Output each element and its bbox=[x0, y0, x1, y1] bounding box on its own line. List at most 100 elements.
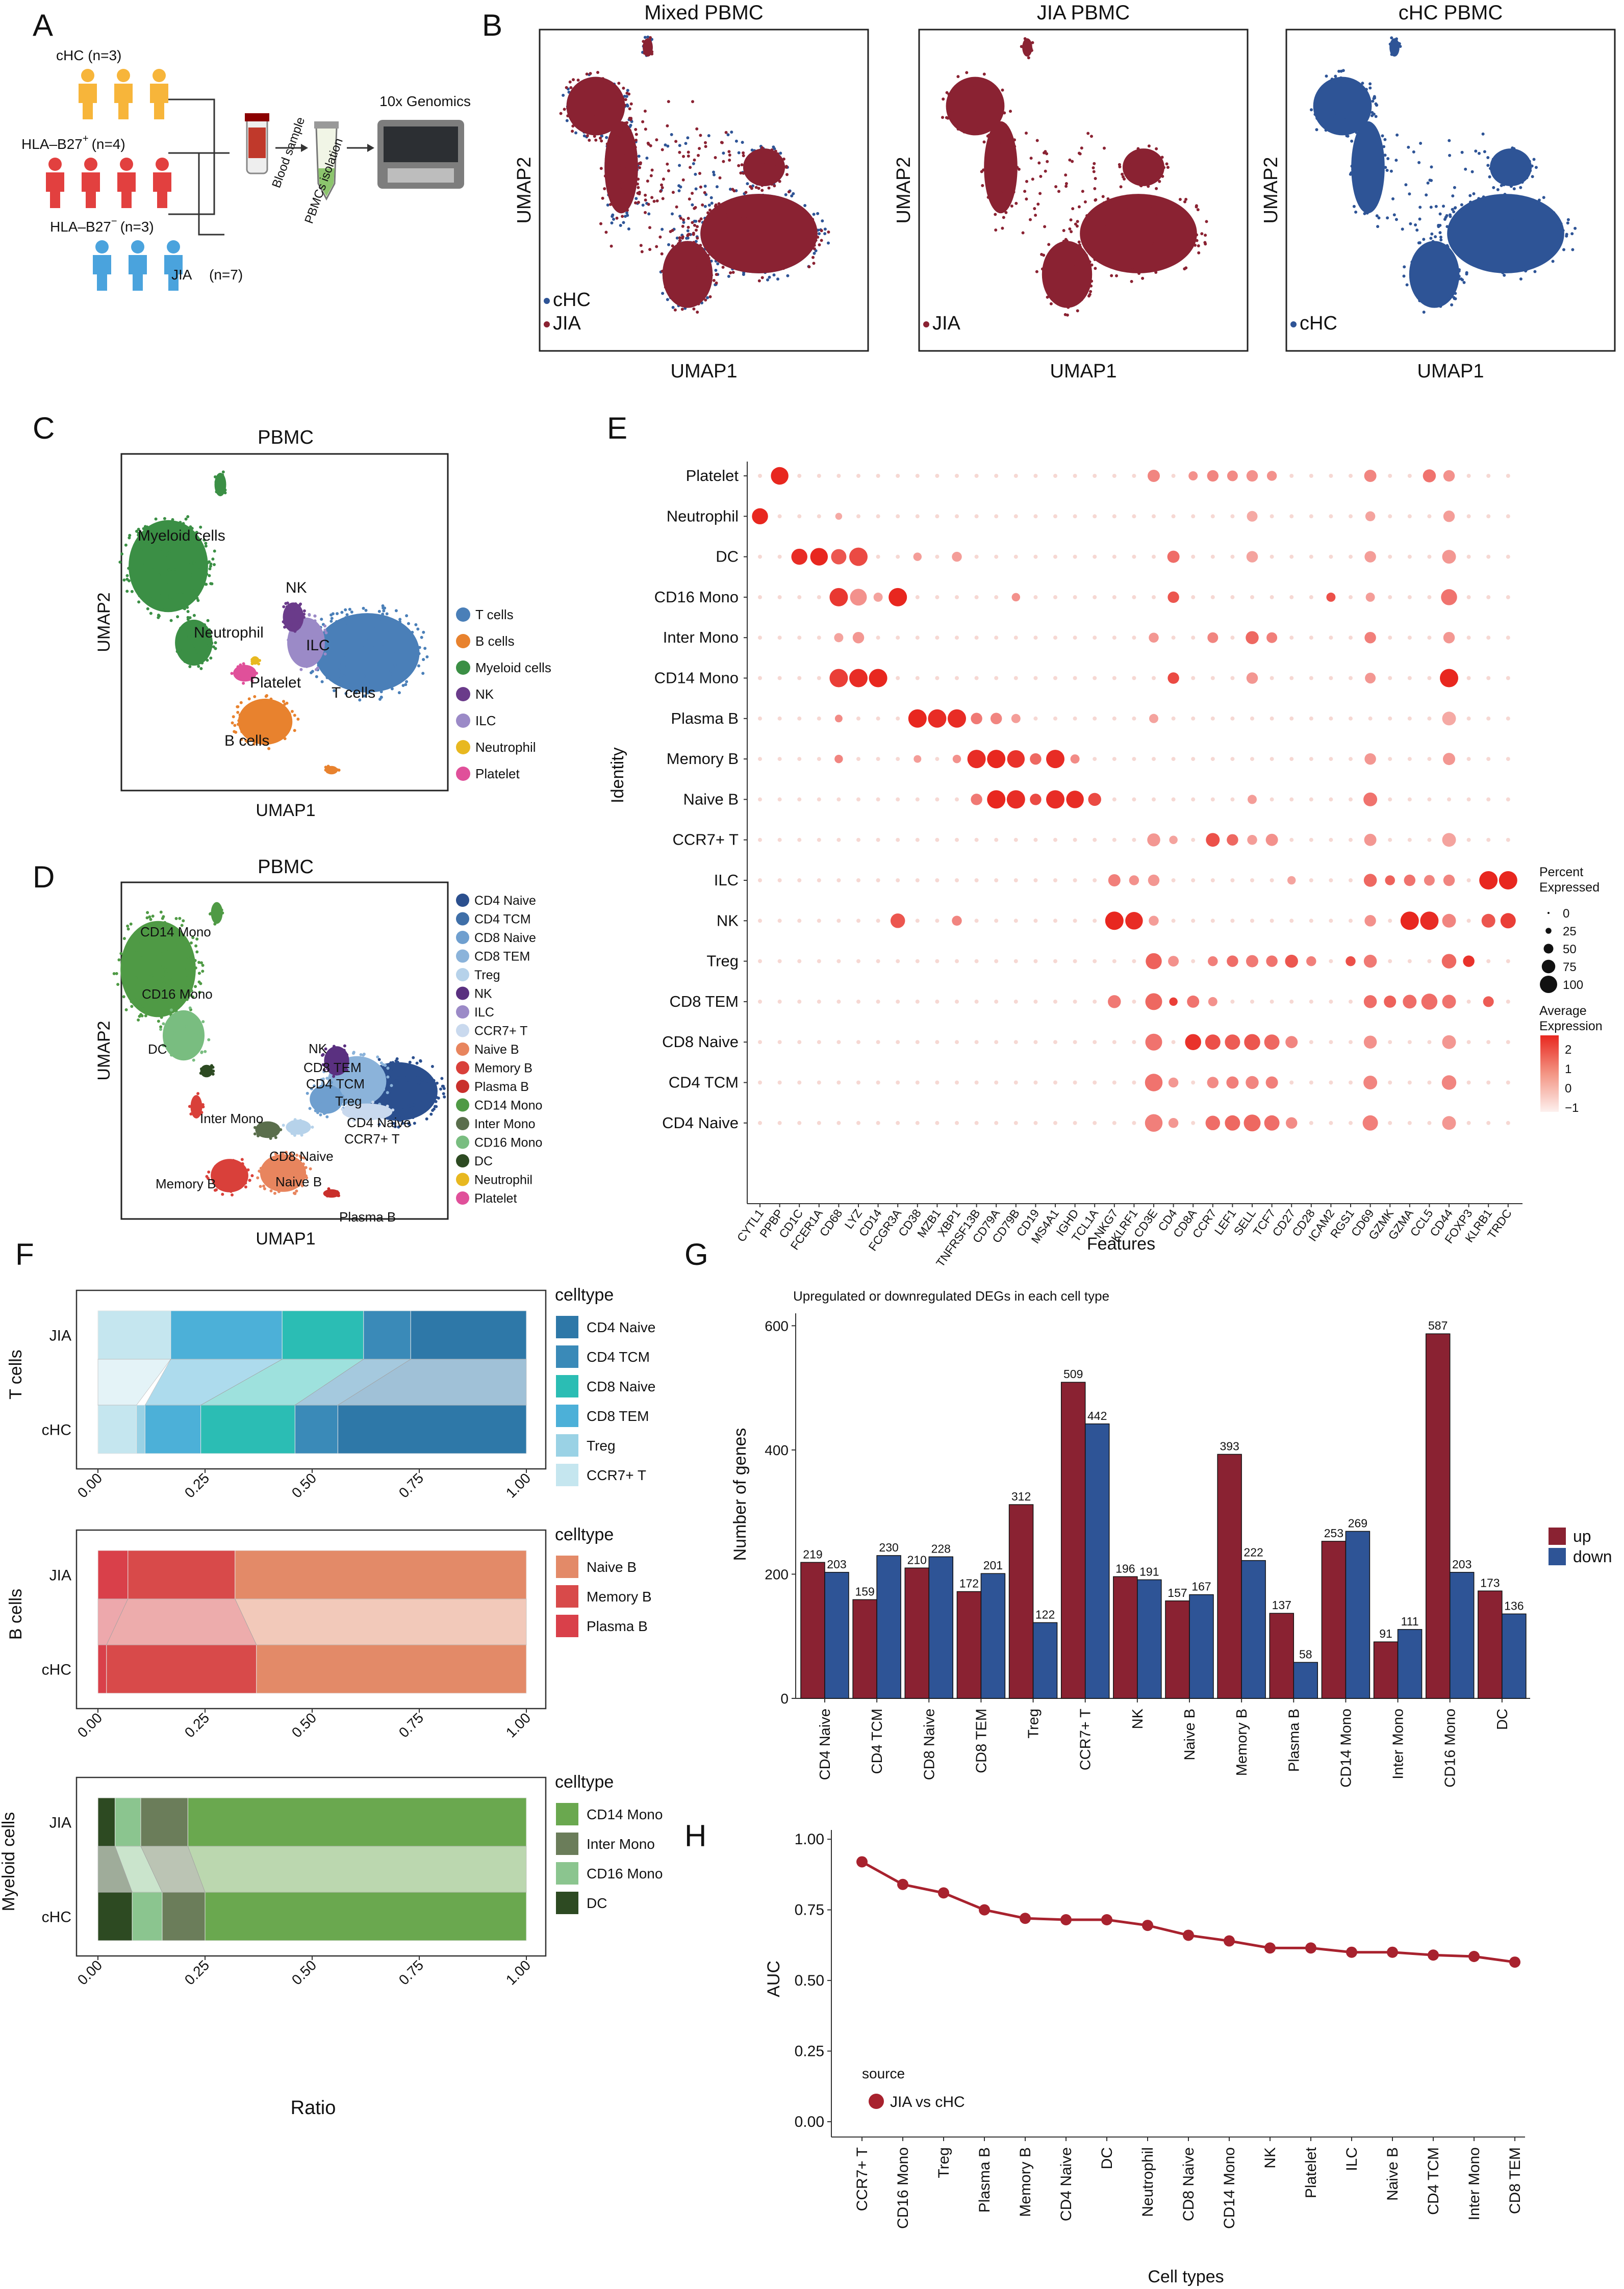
cluster-bcell-point bbox=[1040, 252, 1044, 256]
umap-stray-point bbox=[1408, 192, 1411, 196]
cluster-t-cells-point bbox=[332, 675, 335, 678]
cluster-b-cells-point bbox=[283, 737, 287, 741]
cluster-myeloid-point bbox=[593, 135, 596, 138]
cluster-nk-point bbox=[1491, 158, 1495, 161]
cluster-platelet-point bbox=[1397, 42, 1401, 46]
cluster-platelet-point bbox=[242, 662, 245, 666]
umap-stray-point bbox=[1395, 133, 1399, 137]
umap-stray-point bbox=[698, 219, 701, 223]
umap-stray-point bbox=[1404, 183, 1408, 187]
cluster-tcell-point bbox=[1105, 225, 1109, 228]
cluster-memory-tail-point bbox=[195, 1106, 198, 1110]
cluster-myeloid-point bbox=[1334, 87, 1337, 90]
cluster-myeloid-point bbox=[977, 94, 981, 97]
dot-low-expression bbox=[1132, 514, 1136, 519]
cluster-myeloid-tail-point bbox=[196, 653, 199, 657]
cluster-ccr7-point bbox=[348, 1118, 351, 1122]
cluster-t-cells-point bbox=[325, 639, 329, 643]
cluster-tcell bbox=[1068, 185, 1208, 283]
cluster-bcell-point bbox=[1076, 309, 1079, 313]
umap-stray-point bbox=[1037, 161, 1041, 165]
cluster-nk-point bbox=[285, 605, 289, 608]
cluster-myeloid-tail-point bbox=[197, 665, 200, 668]
cluster-myeloid-point bbox=[1361, 82, 1364, 85]
cluster-label: CD8 Naive bbox=[269, 1149, 334, 1164]
dot-low-expression bbox=[1230, 554, 1235, 559]
dot-low-expression bbox=[896, 635, 900, 640]
cluster-cd4-naive-point bbox=[404, 1083, 408, 1087]
ratio-segment-inter-mono bbox=[162, 1892, 206, 1941]
cluster-nk-point bbox=[340, 1051, 344, 1055]
cluster-b-cells-point bbox=[261, 733, 265, 736]
deg-y-tick-label: 200 bbox=[765, 1566, 789, 1582]
cluster-t-cells-point bbox=[338, 683, 342, 686]
cluster-t-cells-point bbox=[339, 670, 342, 674]
deg-bar-up bbox=[956, 1591, 982, 1699]
cluster-t-cells-point bbox=[332, 663, 335, 666]
panel-letter-d: D bbox=[33, 860, 55, 894]
cluster-bcell-point bbox=[697, 294, 701, 298]
color-legend-tick-label: 1 bbox=[1565, 1062, 1571, 1076]
cluster-myeloid-point bbox=[962, 103, 966, 106]
cluster-myeloid-cells-point bbox=[199, 525, 202, 529]
cluster-inter-mono-point bbox=[269, 1132, 272, 1135]
cluster-b-cells-point bbox=[261, 736, 265, 740]
umap-stray-point bbox=[699, 185, 702, 189]
cluster-cd8-naive-point bbox=[317, 1105, 321, 1108]
cluster-tcell-point bbox=[1498, 216, 1502, 220]
cluster-tcell-point bbox=[811, 218, 815, 221]
cluster-label: CD8 TEM bbox=[303, 1060, 362, 1075]
cluster-myeloid-point bbox=[1334, 102, 1337, 106]
dot-low-expression bbox=[1270, 716, 1274, 721]
cluster-myeloid-point bbox=[608, 84, 612, 88]
cluster-myeloid-point bbox=[945, 116, 948, 119]
cluster-tcell-point bbox=[751, 254, 754, 258]
dot-low-expression bbox=[915, 837, 920, 842]
cluster-myeloid-point bbox=[1330, 78, 1334, 81]
dot-low-expression bbox=[797, 757, 802, 761]
dot-low-expression bbox=[1013, 514, 1018, 519]
cluster-myeloid-cells-point bbox=[168, 521, 171, 524]
dot-low-expression bbox=[1506, 959, 1510, 963]
cluster-myeloid-cells-core bbox=[129, 520, 208, 613]
cluster-tcell-point bbox=[1151, 253, 1154, 257]
cluster-tcell-point bbox=[1513, 250, 1516, 253]
auc-point bbox=[897, 1878, 908, 1890]
dot-low-expression bbox=[1073, 474, 1077, 478]
cluster-cd8-tem-point bbox=[367, 1090, 370, 1094]
umap-jia-point bbox=[658, 235, 662, 239]
cluster-b-cells-point bbox=[253, 695, 257, 698]
dot-low-expression bbox=[1349, 919, 1353, 923]
dot-low-expression bbox=[1329, 474, 1333, 478]
cluster-ccr7-point bbox=[378, 1106, 382, 1109]
cluster-mono-point bbox=[1352, 205, 1356, 208]
cluster-mono-top-point bbox=[209, 912, 212, 915]
dot-low-expression bbox=[1309, 797, 1313, 802]
cluster-tcell-point bbox=[757, 206, 760, 209]
panel-letter-e: E bbox=[607, 411, 627, 445]
umap-jia-point bbox=[628, 116, 631, 120]
umap-stray-point bbox=[713, 173, 716, 176]
cluster-myeloid-cells-point bbox=[186, 515, 190, 518]
dot-low-expression bbox=[1388, 554, 1392, 559]
cluster-cd14-mono-point bbox=[141, 1007, 145, 1011]
ratio-section-ylabel: T cells bbox=[6, 1350, 26, 1400]
cluster-tcell-point bbox=[1086, 238, 1089, 242]
cluster-mono-point bbox=[986, 134, 989, 138]
dot-ighd bbox=[1066, 791, 1084, 808]
cluster-tcell-point bbox=[1486, 233, 1489, 237]
arrow-icon bbox=[347, 144, 374, 152]
legend-label: CD14 Mono bbox=[474, 1099, 542, 1113]
cluster-t-cells-point bbox=[386, 630, 389, 633]
size-legend-dot bbox=[1541, 959, 1556, 974]
dot-low-expression bbox=[1171, 797, 1176, 802]
cluster-tcell-point bbox=[1204, 234, 1207, 237]
cluster-myeloid-point bbox=[1322, 88, 1326, 92]
dot-low-expression bbox=[1191, 514, 1196, 519]
dot-low-expression bbox=[1073, 878, 1077, 882]
umap-jia-point bbox=[652, 199, 656, 203]
cluster-myeloid-cells-point bbox=[175, 542, 179, 546]
cluster-tcell-point bbox=[1479, 216, 1483, 219]
cluster-tcell-point bbox=[1510, 219, 1514, 222]
size-legend-dot bbox=[1545, 928, 1552, 934]
